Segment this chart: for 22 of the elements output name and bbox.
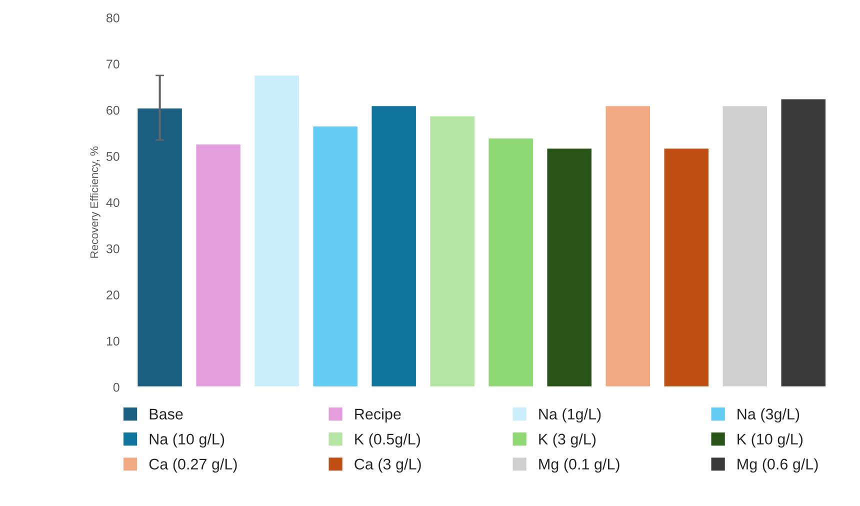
y-tick-label: 70 — [106, 60, 120, 69]
y-tick-label: 30 — [106, 244, 120, 254]
legend-label: Na (3g/L) — [738, 408, 800, 423]
y-axis-title: Recovery Efficiency, % — [90, 146, 100, 258]
legend-label: Base — [150, 408, 183, 420]
y-tick-label: 0 — [113, 382, 120, 392]
y-tick-label: 10 — [106, 336, 120, 346]
legend-label: Recipe — [355, 408, 401, 423]
legend-label: K (10 g/L) — [738, 433, 803, 448]
y-tick-label: 80 — [106, 14, 120, 22]
legend-label: K (3 g/L) — [539, 433, 596, 448]
legend-label: Na (10 g/L) — [150, 433, 224, 448]
legend-label: Ca (3 g/L) — [354, 458, 421, 473]
legend-label: Ca (0.27 g/L) — [149, 458, 237, 473]
legend-label: Mg (0.6 g/L) — [738, 458, 818, 473]
legend-label: K (0.5g/L) — [355, 433, 420, 448]
y-tick-label: 50 — [106, 152, 120, 161]
y-tick-label: 20 — [106, 290, 120, 300]
y-tick-label: 40 — [106, 198, 120, 208]
legend-label: Mg (0.1 g/L) — [539, 458, 620, 473]
legend-label: Na (1g/L) — [539, 408, 601, 423]
y-tick-label: 60 — [106, 106, 120, 115]
